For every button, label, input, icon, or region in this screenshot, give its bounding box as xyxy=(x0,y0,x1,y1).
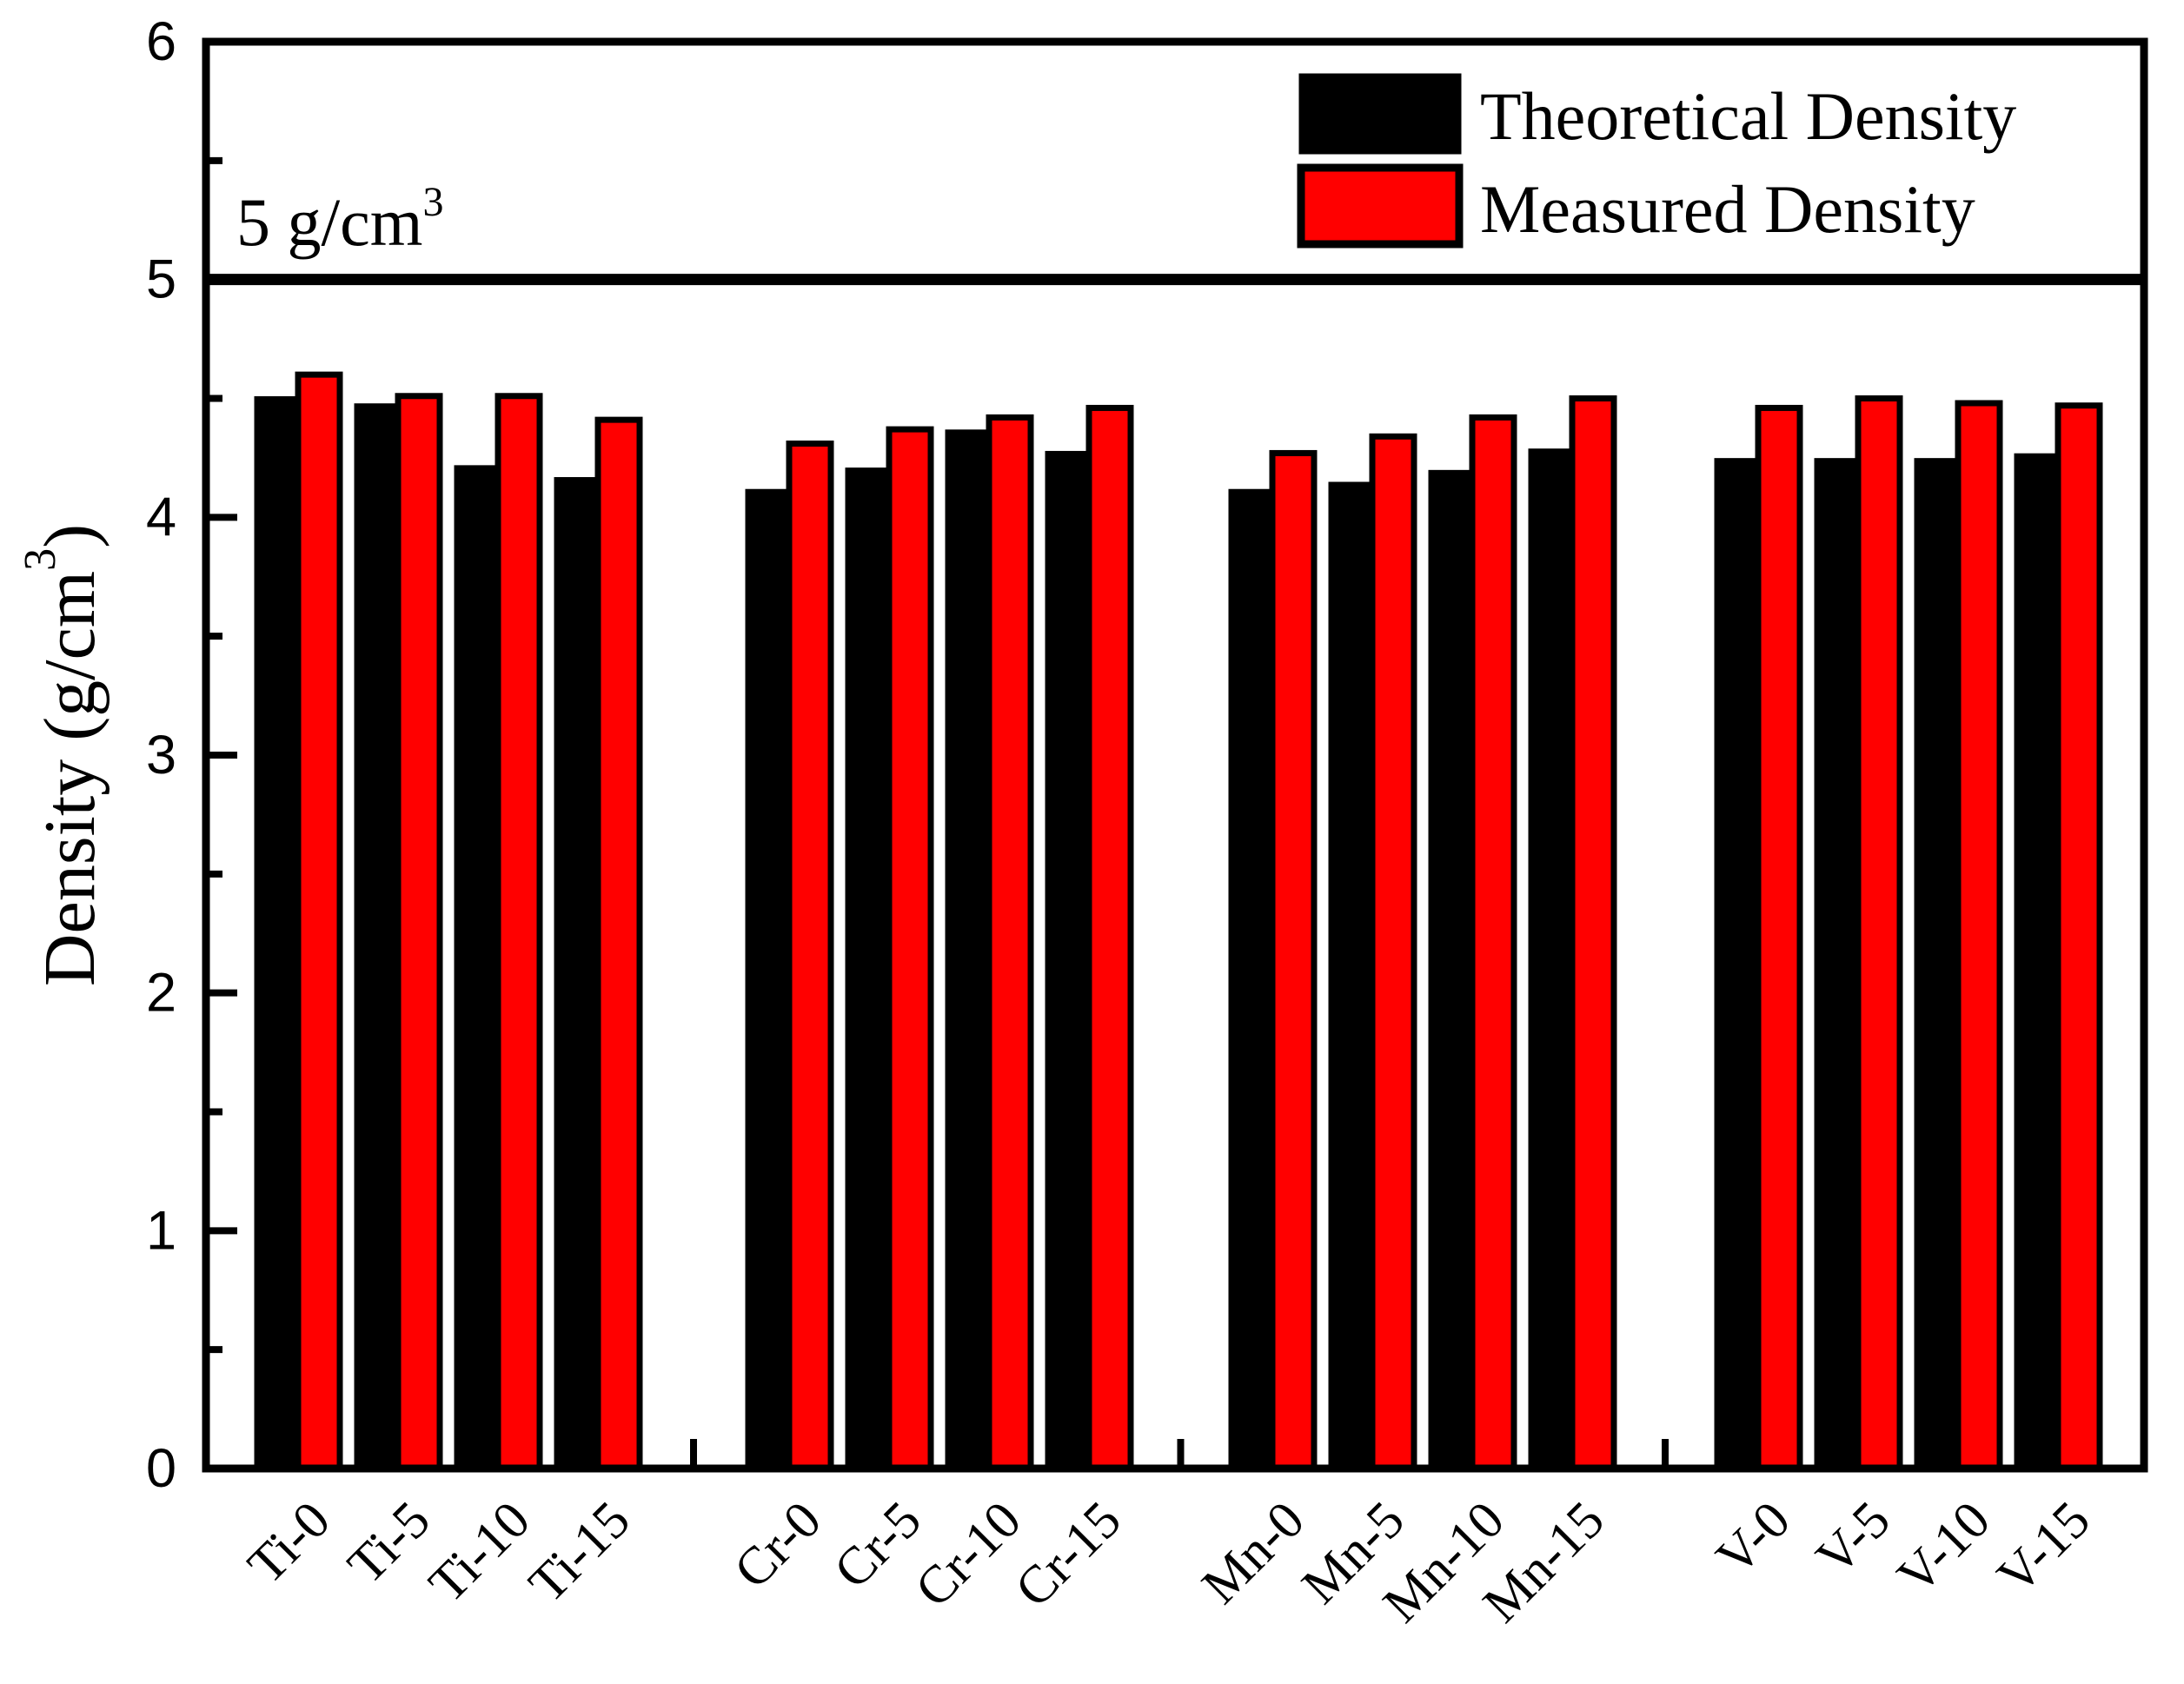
y-axis-ticks xyxy=(206,156,237,1354)
bar-Mn-5-measured xyxy=(1369,433,1417,1472)
y-axis-title: Density (g/cm3) xyxy=(16,524,110,986)
bar-Ti-15-measured xyxy=(594,416,643,1472)
bar-V-0-theoretical xyxy=(1714,458,1761,1471)
bar-V-5-measured xyxy=(1855,395,1903,1472)
bar-Cr-0-theoretical xyxy=(745,488,792,1471)
x-tick-label-Cr-10: Cr-10 xyxy=(905,1491,1032,1619)
bar-Cr-10-theoretical xyxy=(945,429,992,1471)
legend-item-theoretical: Theoretical Density xyxy=(1298,73,2016,155)
bar-Cr-5-theoretical xyxy=(845,467,892,1471)
x-tick-label-V-0: V-0 xyxy=(1705,1491,1802,1588)
x-tick-label-Cr-15: Cr-15 xyxy=(1005,1491,1132,1619)
bar-Ti-15-theoretical xyxy=(554,477,601,1471)
y-tick-label-6: 6 xyxy=(146,11,176,72)
measured-swatch xyxy=(1297,163,1464,249)
bar-V-10-measured xyxy=(1955,400,2003,1472)
y-tick-label-4: 4 xyxy=(146,487,176,547)
legend-label-measured: Measured Density xyxy=(1480,171,1975,247)
x-tick-label-V-10: V-10 xyxy=(1887,1491,2001,1606)
x-tick-label-Mn-0: Mn-0 xyxy=(1192,1491,1316,1615)
bar-V-0-measured xyxy=(1755,404,1803,1472)
x-tick-label-V-5: V-5 xyxy=(1805,1491,1902,1588)
y-axis-tick-labels: 0 1 2 3 4 5 6 xyxy=(146,11,176,1499)
bar-Cr-5-measured xyxy=(886,426,934,1472)
y-tick-label-5: 5 xyxy=(146,249,176,310)
bar-Mn-10-measured xyxy=(1469,414,1517,1472)
y-tick-label-1: 1 xyxy=(146,1200,176,1261)
bar-Mn-15-measured xyxy=(1569,395,1617,1472)
y-tick-label-0: 0 xyxy=(146,1438,176,1499)
y-tick-label-3: 3 xyxy=(146,725,176,786)
bar-Mn-15-theoretical xyxy=(1528,448,1575,1471)
bar-Ti-0-theoretical xyxy=(254,396,301,1471)
x-tick-label-Ti-0: Ti-0 xyxy=(237,1491,342,1595)
bar-Cr-10-measured xyxy=(986,414,1034,1472)
legend: Theoretical Density Measured Density xyxy=(1297,73,2016,249)
bar-Cr-0-measured xyxy=(786,440,834,1472)
legend-label-theoretical: Theoretical Density xyxy=(1480,78,2016,154)
x-tick-label-V-15: V-15 xyxy=(1987,1491,2101,1606)
bar-Cr-15-measured xyxy=(1085,404,1134,1472)
bars-group xyxy=(254,371,2103,1472)
x-tick-label-Ti-15: Ti-15 xyxy=(518,1491,641,1614)
x-axis-ticks xyxy=(690,1439,1669,1469)
bar-V-10-theoretical xyxy=(1914,458,1961,1471)
bar-V-15-measured xyxy=(2055,402,2103,1472)
bar-Ti-10-measured xyxy=(495,393,543,1472)
bar-Mn-5-theoretical xyxy=(1328,481,1375,1471)
bar-Ti-5-measured xyxy=(395,393,443,1472)
bar-Ti-0-measured xyxy=(295,371,343,1472)
bar-Mn-0-theoretical xyxy=(1228,488,1275,1471)
bar-V-5-theoretical xyxy=(1814,458,1861,1471)
bar-V-15-theoretical xyxy=(2014,453,2061,1471)
legend-item-measured: Measured Density xyxy=(1297,163,1975,249)
theoretical-swatch xyxy=(1298,73,1462,155)
bar-Mn-0-measured xyxy=(1269,449,1318,1472)
annotation-5gcm3: 5 g/cm3 xyxy=(236,179,443,260)
y-tick-label-2: 2 xyxy=(146,963,176,1024)
x-tick-label-Ti-10: Ti-10 xyxy=(418,1491,541,1614)
bar-Ti-5-theoretical xyxy=(354,403,401,1471)
bar-Cr-15-theoretical xyxy=(1045,450,1092,1471)
bar-Ti-10-theoretical xyxy=(454,465,501,1471)
bar-Mn-10-theoretical xyxy=(1428,469,1475,1471)
x-tick-label-Cr-0: Cr-0 xyxy=(723,1491,833,1601)
